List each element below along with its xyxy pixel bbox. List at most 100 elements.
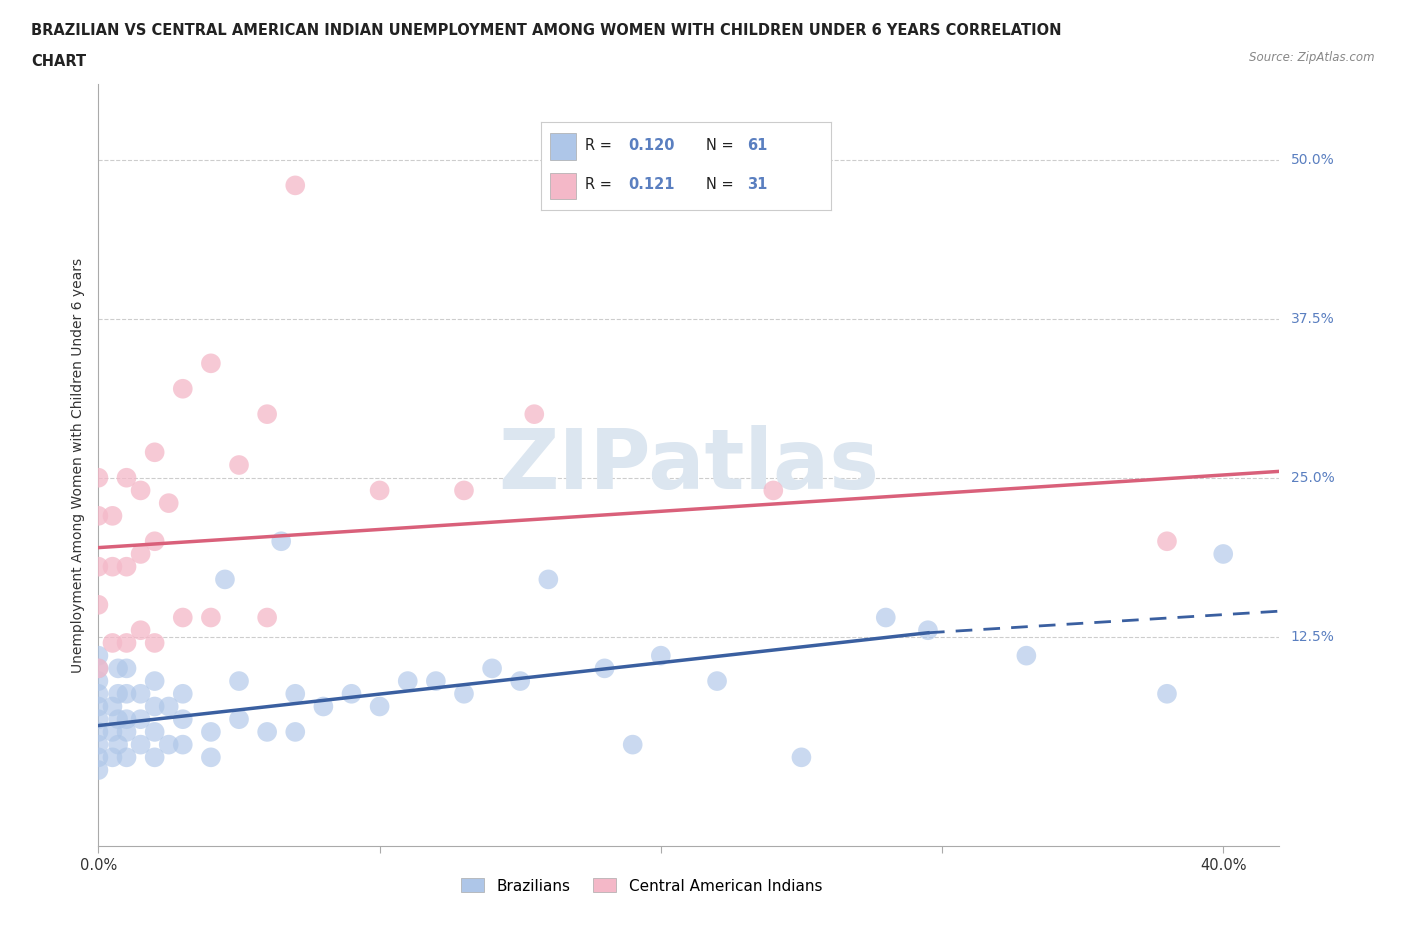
Point	[200, 750, 222, 764]
Point	[621, 737, 644, 752]
Point	[228, 673, 250, 688]
Point	[172, 381, 194, 396]
Point	[143, 445, 166, 459]
Point	[87, 661, 110, 676]
Point	[200, 724, 222, 739]
Point	[157, 737, 180, 752]
Point	[157, 496, 180, 511]
Point	[115, 686, 138, 701]
Legend: Brazilians, Central American Indians: Brazilians, Central American Indians	[456, 872, 828, 899]
Point	[762, 483, 785, 498]
Point	[396, 673, 419, 688]
Point	[143, 750, 166, 764]
Y-axis label: Unemployment Among Women with Children Under 6 years: Unemployment Among Women with Children U…	[70, 258, 84, 672]
Point	[101, 750, 124, 764]
Point	[115, 724, 138, 739]
Point	[115, 635, 138, 650]
Point	[481, 661, 503, 676]
Point	[143, 673, 166, 688]
Point	[523, 406, 546, 421]
Point	[706, 673, 728, 688]
Point	[129, 623, 152, 638]
Point	[1156, 534, 1178, 549]
Point	[129, 686, 152, 701]
Point	[115, 711, 138, 726]
Point	[172, 686, 194, 701]
Point	[1212, 547, 1234, 562]
Point	[312, 699, 335, 714]
Point	[107, 686, 129, 701]
Point	[115, 750, 138, 764]
Point	[509, 673, 531, 688]
Point	[917, 623, 939, 638]
Point	[875, 610, 897, 625]
Point	[593, 661, 616, 676]
Point	[87, 673, 110, 688]
Text: 50.0%: 50.0%	[1291, 153, 1334, 167]
Point	[143, 699, 166, 714]
Point	[129, 483, 152, 498]
Point	[115, 661, 138, 676]
Point	[115, 471, 138, 485]
Point	[87, 661, 110, 676]
Point	[453, 483, 475, 498]
Point	[256, 724, 278, 739]
Point	[340, 686, 363, 701]
Point	[87, 750, 110, 764]
Point	[143, 534, 166, 549]
Point	[129, 711, 152, 726]
Point	[228, 711, 250, 726]
Point	[143, 724, 166, 739]
Point	[650, 648, 672, 663]
Point	[101, 724, 124, 739]
Point	[284, 724, 307, 739]
Text: ZIPatlas: ZIPatlas	[499, 424, 879, 506]
Point	[368, 699, 391, 714]
Point	[256, 406, 278, 421]
Point	[157, 699, 180, 714]
Point	[425, 673, 447, 688]
Point	[284, 686, 307, 701]
Point	[368, 483, 391, 498]
Point	[256, 610, 278, 625]
Point	[101, 559, 124, 574]
Text: Source: ZipAtlas.com: Source: ZipAtlas.com	[1250, 51, 1375, 64]
Point	[1156, 686, 1178, 701]
Point	[101, 509, 124, 524]
Point	[101, 699, 124, 714]
Point	[115, 559, 138, 574]
Point	[107, 711, 129, 726]
Point	[453, 686, 475, 701]
Point	[107, 661, 129, 676]
Point	[129, 547, 152, 562]
Point	[228, 458, 250, 472]
Point	[537, 572, 560, 587]
Point	[87, 559, 110, 574]
Point	[200, 610, 222, 625]
Point	[1015, 648, 1038, 663]
Point	[143, 635, 166, 650]
Text: 37.5%: 37.5%	[1291, 312, 1334, 326]
Point	[87, 724, 110, 739]
Point	[101, 635, 124, 650]
Point	[172, 737, 194, 752]
Point	[87, 699, 110, 714]
Point	[284, 178, 307, 193]
Text: 25.0%: 25.0%	[1291, 471, 1334, 485]
Text: 12.5%: 12.5%	[1291, 630, 1334, 644]
Point	[87, 763, 110, 777]
Text: BRAZILIAN VS CENTRAL AMERICAN INDIAN UNEMPLOYMENT AMONG WOMEN WITH CHILDREN UNDE: BRAZILIAN VS CENTRAL AMERICAN INDIAN UNE…	[31, 23, 1062, 38]
Point	[129, 737, 152, 752]
Point	[87, 597, 110, 612]
Point	[87, 686, 110, 701]
Point	[214, 572, 236, 587]
Point	[87, 648, 110, 663]
Point	[107, 737, 129, 752]
Point	[87, 737, 110, 752]
Text: CHART: CHART	[31, 54, 86, 69]
Point	[200, 356, 222, 371]
Point	[87, 509, 110, 524]
Point	[172, 610, 194, 625]
Point	[87, 711, 110, 726]
Point	[790, 750, 813, 764]
